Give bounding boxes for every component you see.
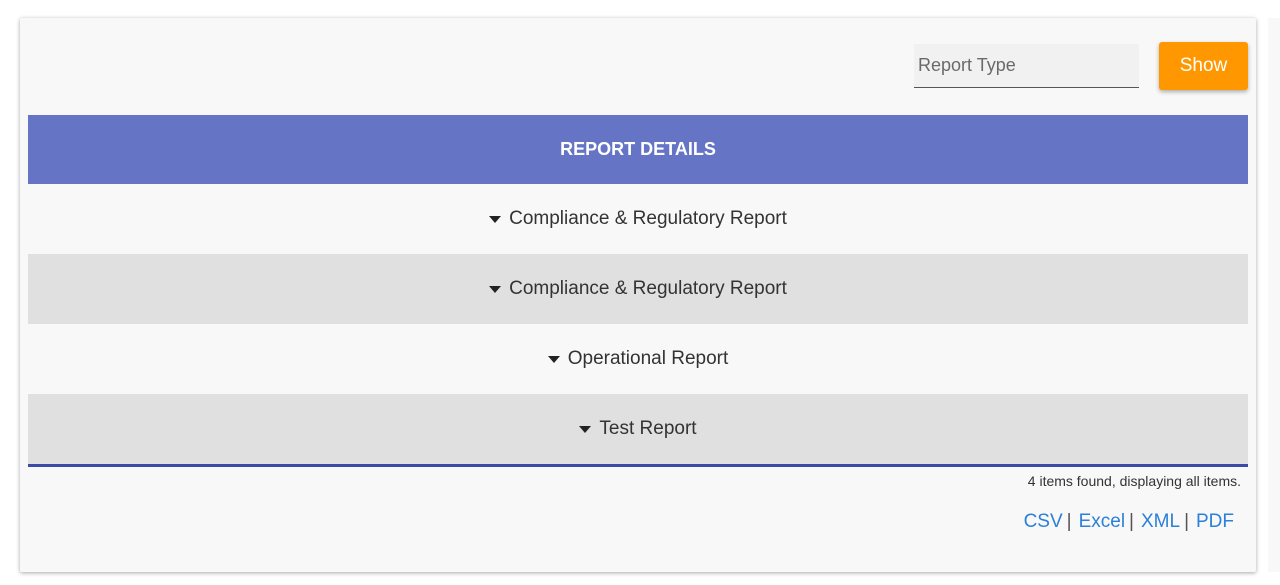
export-separator: | xyxy=(1184,511,1189,532)
caret-down-icon xyxy=(579,425,592,433)
table-bottom-border xyxy=(28,464,1248,467)
export-excel-link[interactable]: Excel xyxy=(1078,511,1126,532)
table-row[interactable]: Compliance & Regulatory Report xyxy=(28,184,1248,254)
report-card: Show REPORT DETAILS Compliance & Regulat… xyxy=(20,18,1256,572)
row-label: Compliance & Regulatory Report xyxy=(509,278,787,299)
caret-down-icon xyxy=(489,215,502,223)
report-table: REPORT DETAILS Compliance & Regulatory R… xyxy=(28,115,1248,467)
caret-down-icon xyxy=(547,355,560,363)
show-button[interactable]: Show xyxy=(1159,42,1248,90)
row-label: Operational Report xyxy=(567,348,729,369)
table-row[interactable]: Compliance & Regulatory Report xyxy=(28,254,1248,324)
table-row[interactable]: Operational Report xyxy=(28,324,1248,394)
toolbar: Show xyxy=(914,42,1248,90)
export-links: CSV | Excel | XML | PDF xyxy=(1024,511,1234,533)
export-separator: | xyxy=(1129,511,1134,532)
caret-down-icon xyxy=(489,285,502,293)
table-header-label: REPORT DETAILS xyxy=(560,139,716,159)
export-pdf-link[interactable]: PDF xyxy=(1196,511,1234,532)
report-type-input[interactable] xyxy=(914,44,1139,88)
items-found-status: 4 items found, displaying all items. xyxy=(1027,473,1241,489)
adjacent-panel-edge xyxy=(1268,18,1280,572)
export-separator: | xyxy=(1066,511,1072,532)
table-row[interactable]: Test Report xyxy=(28,394,1248,464)
export-xml-link[interactable]: XML xyxy=(1140,511,1181,532)
export-csv-link[interactable]: CSV xyxy=(1023,511,1063,532)
table-header: REPORT DETAILS xyxy=(28,115,1248,184)
row-label: Compliance & Regulatory Report xyxy=(509,208,787,229)
row-label: Test Report xyxy=(599,418,697,439)
